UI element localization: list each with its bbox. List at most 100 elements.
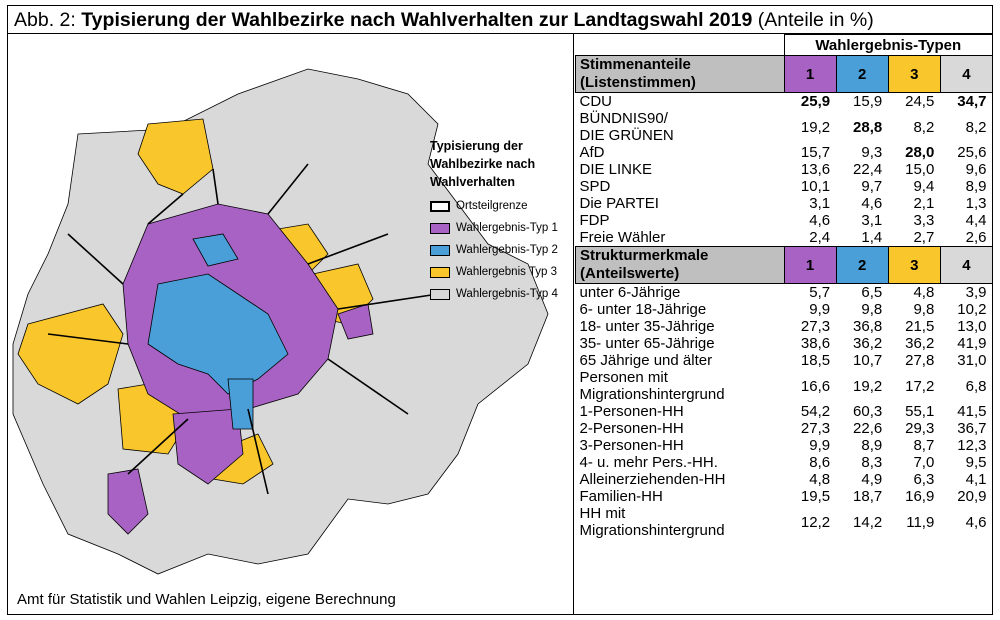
row-value-type-1: 3,1: [809, 195, 831, 212]
row-label: 2-Personen-HH: [579, 420, 684, 437]
row-value-type-2: 60,3: [853, 403, 883, 420]
row-value-type-2: 19,2: [853, 377, 883, 395]
row-value-type-2: 8,9: [861, 437, 883, 454]
table-row: Personen mit Migrationshintergrund 16,6 19,…: [576, 369, 993, 403]
row-value-type-3: 11,9: [906, 513, 935, 531]
row-value-type-4: 12,3: [957, 437, 987, 454]
table-row: 4- u. mehr Pers.-HH. 8,6 8,3 7,0 9,5: [576, 454, 993, 471]
row-value-type-1: 19,5: [800, 488, 831, 505]
row-label: Freie Wähler: [579, 229, 666, 246]
type-3-header-2: 3: [887, 246, 941, 284]
row-value-type-4: 31,0: [957, 352, 987, 369]
row-value-type-3: 4,8: [913, 284, 935, 301]
table-row: FDP 4,6 3,1 3,3 4,4: [576, 212, 993, 229]
row-label: CDU: [579, 93, 613, 110]
row-value-type-1: 4,6: [809, 212, 831, 229]
table-left-border: [573, 34, 574, 615]
legend-title-3: Wahlverhalten: [430, 175, 515, 189]
row-value-type-4: 34,7: [957, 93, 987, 110]
row-value-type-4: 41,9: [957, 335, 987, 352]
row-label: Alleinerziehenden-HH: [579, 471, 726, 488]
row-value-type-1: 12,2: [800, 513, 831, 531]
row-value-type-3: 9,4: [913, 178, 935, 195]
row-value-type-1: 4,8: [809, 471, 831, 488]
row-value-type-3: 9,8: [913, 301, 935, 318]
table-row: unter 6-Jährige 5,7 6,5 4,8 3,9: [576, 284, 993, 302]
row-label: BÜNDNIS90/DIE GRÜNEN: [579, 110, 674, 144]
row-value-type-2: 18,7: [853, 488, 883, 505]
row-value-type-1: 8,6: [809, 454, 831, 471]
row-value-type-3: 7,0: [913, 454, 935, 471]
type-4-header: 4: [939, 55, 994, 93]
row-value-type-2: 22,4: [853, 161, 883, 178]
row-value-type-4: 6,8: [965, 377, 987, 395]
row-value-type-2: 8,3: [861, 454, 883, 471]
row-value-type-4: 9,5: [965, 454, 987, 471]
type-2-header: 2: [835, 55, 889, 93]
row-value-type-4: 13,0: [957, 318, 987, 335]
row-value-type-1: 27,3: [800, 420, 831, 437]
table-row: 2-Personen-HH 27,3 22,6 29,3 36,7: [576, 420, 993, 437]
row-value-type-3: 16,9: [905, 488, 935, 505]
row-label: unter 6-Jährige: [579, 284, 681, 301]
table-row: 1-Personen-HH 54,2 60,3 55,1 41,5: [576, 403, 993, 420]
row-label: SPD: [579, 178, 611, 195]
title-divider: [7, 33, 993, 34]
group-header: Wahlergebnis-Typen: [783, 34, 994, 56]
row-value-type-4: 25,6: [957, 144, 987, 161]
row-label: 18- unter 35-Jährige: [579, 318, 715, 335]
row-value-type-4: 41,5: [957, 403, 987, 420]
table-row: 18- unter 35-Jährige 27,3 36,8 21,5 13,0: [576, 318, 993, 335]
row-value-type-2: 36,8: [853, 318, 883, 335]
row-value-type-1: 9,9: [809, 437, 831, 454]
row-label: Die PARTEI: [579, 195, 659, 212]
row-label: 35- unter 65-Jährige: [579, 335, 715, 352]
row-value-type-4: 8,2: [965, 118, 987, 136]
row-value-type-4: 2,6: [965, 229, 987, 246]
row-value-type-1: 2,4: [809, 229, 831, 246]
row-value-type-1: 15,7: [800, 144, 831, 161]
row-value-type-3: 2,1: [913, 195, 935, 212]
row-value-type-2: 15,9: [853, 93, 883, 110]
type-1-header-2: 1: [783, 246, 837, 284]
row-value-type-1: 25,9: [800, 93, 831, 110]
row-value-type-1: 54,2: [800, 403, 831, 420]
row-value-type-1: 13,6: [800, 161, 831, 178]
region-type2-center: [147, 273, 289, 395]
section1-header: Stimmenanteile (Listenstimmen): [575, 55, 785, 93]
type-1-header: 1: [783, 55, 837, 93]
table-row: 65 Jährige und älter 18,5 10,7 27,8 31,0: [576, 352, 993, 369]
ortsteil-boundary: [47, 163, 439, 495]
table-row: CDU 25,9 15,9 24,5 34,7: [576, 93, 993, 111]
row-value-type-4: 4,4: [965, 212, 987, 229]
table-row: 3-Personen-HH 9,9 8,9 8,7 12,3: [576, 437, 993, 454]
row-value-type-4: 4,1: [965, 471, 987, 488]
legend-item-boundary: Ortsteilgrenze: [430, 195, 558, 217]
row-value-type-2: 28,8: [853, 118, 883, 136]
row-value-type-2: 10,7: [853, 352, 883, 369]
row-value-type-1: 18,5: [800, 352, 831, 369]
region-type1-south: [172, 408, 244, 485]
legend-item-type4: Wahlergebnis-Typ 4: [430, 283, 558, 305]
row-label: Personen mit Migrationshintergrund: [579, 369, 725, 403]
figure-frame: [7, 5, 993, 615]
section2-header: Strukturmerkmale (Anteilswerte): [575, 246, 785, 284]
figure-title: Abb. 2: Typisierung der Wahlbezirke nach…: [14, 9, 874, 31]
region-type3-west: [17, 303, 124, 405]
row-value-type-3: 29,3: [905, 420, 935, 437]
type-2-header-2: 2: [835, 246, 889, 284]
results-table: Wahlergebnis-Typen Stimmenanteile (Listen…: [575, 34, 994, 539]
row-label: 6- unter 18-Jährige: [579, 301, 707, 318]
legend-item-type3: Wahlergebnis Typ 3: [430, 261, 558, 283]
row-value-type-2: 9,7: [861, 178, 883, 195]
row-value-type-2: 1,4: [861, 229, 883, 246]
table-row: Familien-HH 19,5 18,7 16,9 20,9: [576, 488, 993, 505]
row-value-type-1: 10,1: [800, 178, 831, 195]
type-3-header: 3: [887, 55, 941, 93]
row-value-type-4: 36,7: [957, 420, 987, 437]
row-value-type-3: 21,5: [905, 318, 935, 335]
row-value-type-3: 8,7: [913, 437, 935, 454]
row-value-type-3: 36,2: [905, 335, 935, 352]
row-value-type-2: 14,2: [853, 513, 883, 531]
row-value-type-4: 9,6: [965, 161, 987, 178]
